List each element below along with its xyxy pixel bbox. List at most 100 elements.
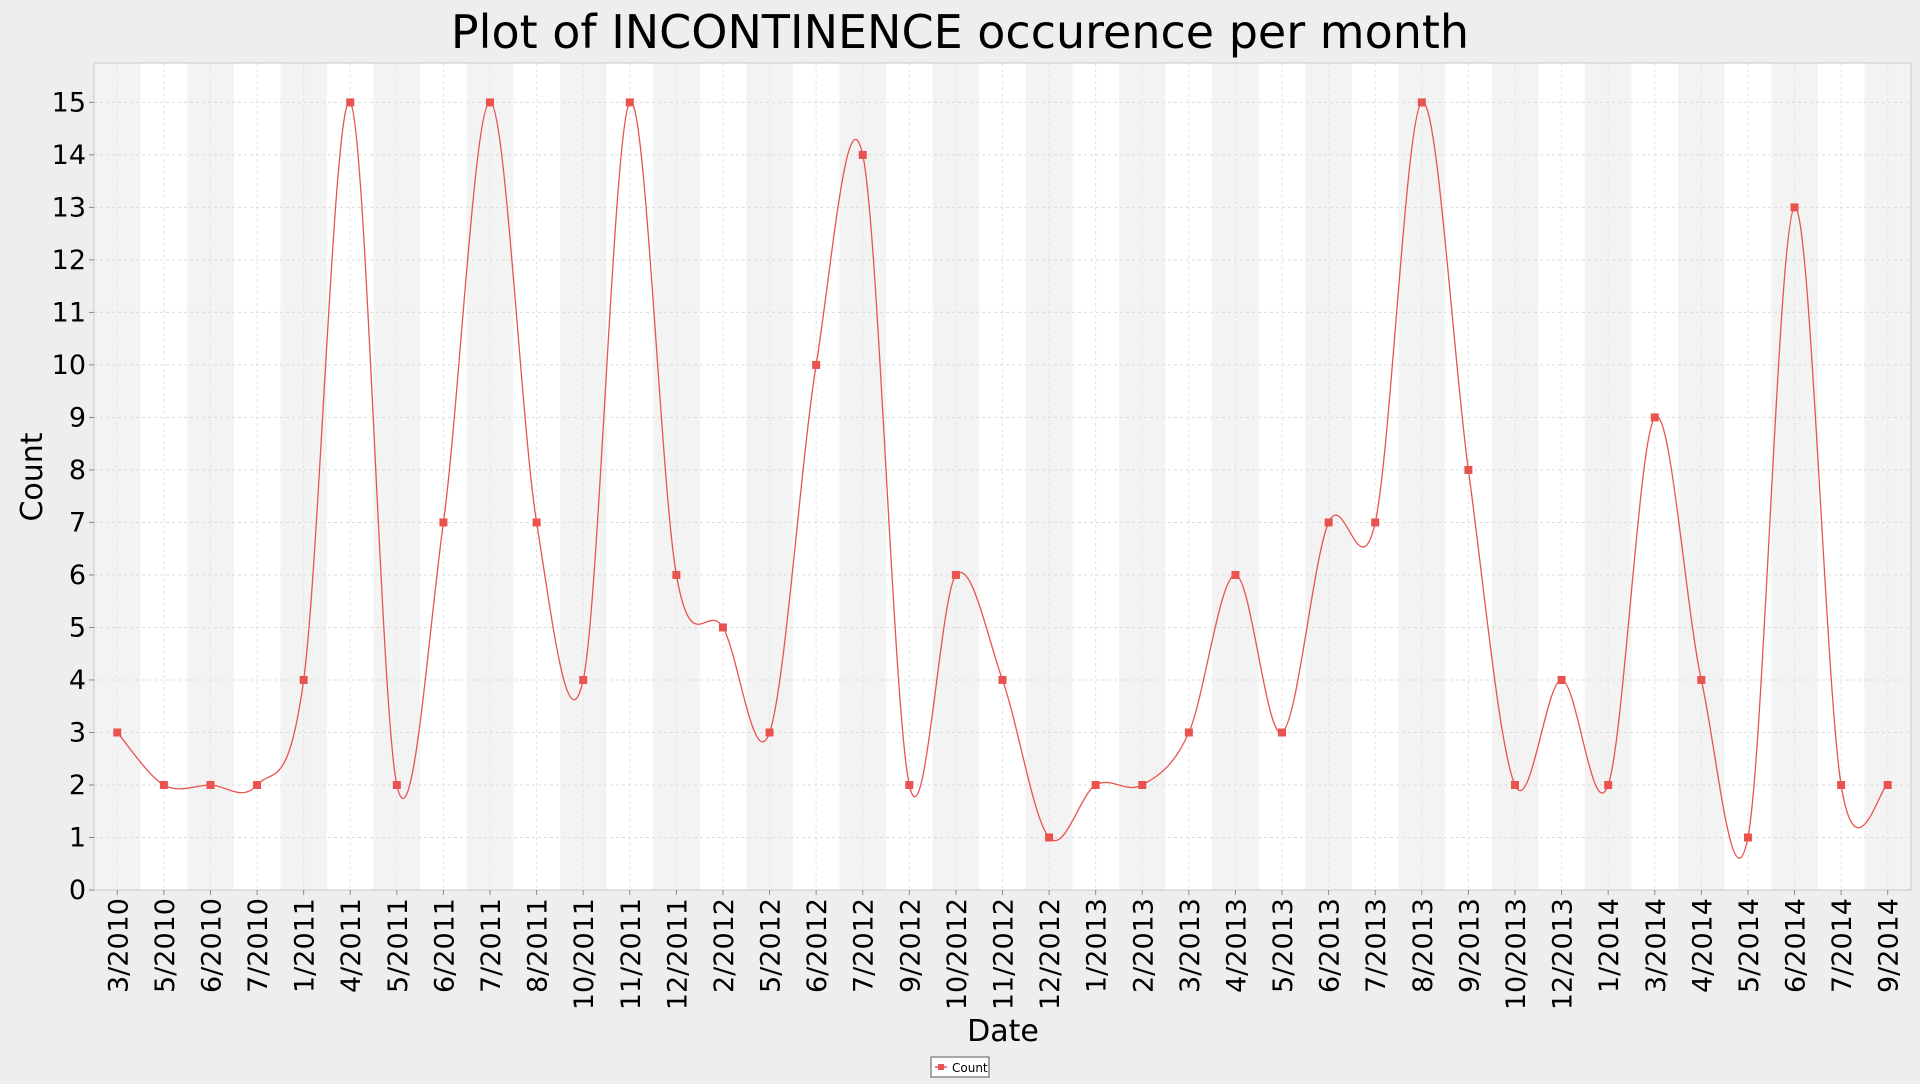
category-band xyxy=(746,63,793,890)
data-point xyxy=(905,780,914,789)
data-point xyxy=(672,570,681,579)
category-band xyxy=(1118,63,1166,890)
data-point xyxy=(625,98,634,107)
x-tick-label: 4/2013 xyxy=(1221,898,1252,993)
x-tick-label: 8/2011 xyxy=(523,898,554,993)
data-point xyxy=(1697,675,1706,684)
x-tick-label: 7/2013 xyxy=(1361,898,1392,993)
y-tick-label: 12 xyxy=(52,245,86,276)
category-band xyxy=(1584,63,1632,890)
data-point xyxy=(1837,780,1846,789)
legend-box xyxy=(930,1056,990,1078)
y-tick-label: 7 xyxy=(69,507,86,538)
data-point xyxy=(299,675,308,684)
category-band xyxy=(653,63,700,890)
y-tick-label: 14 xyxy=(52,140,86,171)
x-tick-label: 9/2013 xyxy=(1454,898,1485,993)
x-tick-label: 1/2011 xyxy=(290,898,321,993)
x-tick-label: 6/2011 xyxy=(429,898,460,993)
x-tick-label: 5/2013 xyxy=(1268,898,1299,993)
x-tick-label: 12/2012 xyxy=(1035,898,1066,1010)
x-tick-label: 3/2014 xyxy=(1641,898,1672,993)
data-point xyxy=(1557,675,1566,684)
x-tick-label: 12/2013 xyxy=(1548,898,1579,1010)
x-tick-label: 7/2014 xyxy=(1827,898,1858,993)
category-band xyxy=(559,63,607,890)
x-tick-label: 6/2012 xyxy=(802,898,833,993)
y-tick-label: 9 xyxy=(69,402,86,433)
y-tick-label: 3 xyxy=(69,717,86,748)
data-point xyxy=(1231,570,1240,579)
data-point xyxy=(1464,465,1473,474)
y-tick-label: 15 xyxy=(52,87,86,118)
x-tick-label: 5/2010 xyxy=(150,898,181,993)
y-tick-label: 8 xyxy=(69,455,86,486)
y-axis-label: Count xyxy=(15,432,50,521)
x-tick-label: 7/2011 xyxy=(476,898,507,993)
x-tick-label: 10/2011 xyxy=(569,898,600,1010)
x-tick-label: 11/2012 xyxy=(989,898,1020,1010)
x-tick-label: 6/2014 xyxy=(1781,898,1812,993)
x-axis-label: Date xyxy=(967,1014,1039,1049)
data-point xyxy=(1743,833,1752,842)
x-tick-label: 6/2013 xyxy=(1315,898,1346,993)
chart-title: Plot of INCONTINENCE occurence per month xyxy=(451,5,1469,59)
x-tick-label: 4/2014 xyxy=(1687,898,1718,993)
data-point xyxy=(1184,728,1193,737)
data-point xyxy=(392,780,401,789)
series-line xyxy=(116,101,1889,859)
data-point xyxy=(113,728,122,737)
data-point xyxy=(1045,833,1054,842)
y-tick-label: 1 xyxy=(69,822,86,853)
data-point xyxy=(486,98,495,107)
legend-label: Count xyxy=(952,1061,988,1075)
category-band xyxy=(932,63,980,890)
x-tick-label: 2/2012 xyxy=(709,898,740,993)
legend: Count xyxy=(930,1056,990,1078)
y-tick-label: 13 xyxy=(52,192,86,223)
x-tick-label: 1/2013 xyxy=(1082,898,1113,993)
y-tick-label: 0 xyxy=(69,875,86,906)
x-tick-label: 8/2013 xyxy=(1408,898,1439,993)
data-point xyxy=(1650,413,1659,422)
x-tick-label: 10/2013 xyxy=(1501,898,1532,1010)
category-band xyxy=(1771,63,1818,890)
x-tick-label: 9/2014 xyxy=(1874,898,1905,993)
x-tick-label: 1/2014 xyxy=(1594,898,1625,993)
data-point xyxy=(1417,98,1426,107)
x-tick-label: 9/2012 xyxy=(895,898,926,993)
x-tick-label: 6/2010 xyxy=(196,898,227,993)
data-point xyxy=(1278,728,1287,737)
category-band xyxy=(187,63,234,890)
data-point xyxy=(765,728,774,737)
y-tick-label: 2 xyxy=(69,770,86,801)
y-tick-label: 4 xyxy=(69,665,86,696)
data-point xyxy=(532,518,541,527)
data-point xyxy=(1138,780,1147,789)
data-point xyxy=(579,675,588,684)
data-point xyxy=(1790,203,1799,212)
x-tick-label: 5/2011 xyxy=(383,898,414,993)
data-point xyxy=(159,780,168,789)
x-tick-label: 2/2013 xyxy=(1128,898,1159,993)
data-point xyxy=(253,780,262,789)
y-tick-label: 11 xyxy=(52,297,86,328)
y-tick-label: 6 xyxy=(69,560,86,591)
data-point xyxy=(439,518,448,527)
category-band xyxy=(839,63,887,890)
data-point xyxy=(998,675,1007,684)
data-point xyxy=(206,780,215,789)
x-tick-label: 11/2011 xyxy=(616,898,647,1010)
x-tick-label: 10/2012 xyxy=(942,898,973,1010)
x-tick-label: 7/2012 xyxy=(849,898,880,993)
category-band xyxy=(1305,63,1352,890)
data-point xyxy=(718,623,727,632)
data-point xyxy=(346,98,355,107)
category-band xyxy=(1212,63,1259,890)
data-point xyxy=(1091,780,1100,789)
data-point xyxy=(1604,780,1613,789)
x-tick-label: 5/2012 xyxy=(756,898,787,993)
